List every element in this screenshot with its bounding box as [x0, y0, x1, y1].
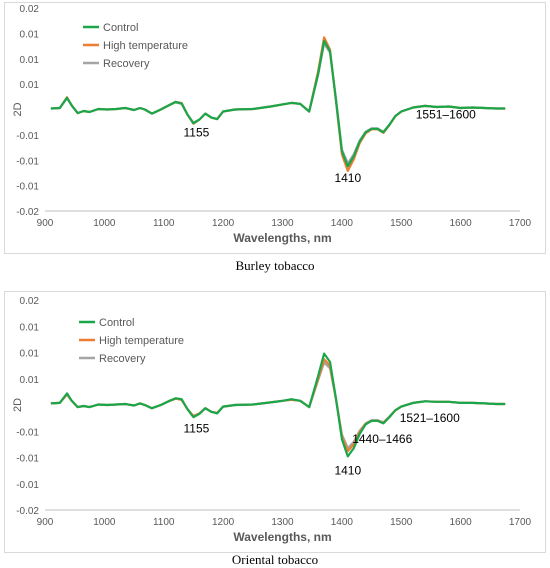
y-tick-label: -0.02: [16, 207, 39, 218]
legend-label: Control: [99, 317, 134, 329]
x-tick-label: 1300: [271, 517, 294, 528]
x-tick-label: 1500: [390, 218, 413, 229]
y-tick-label: 0.01: [20, 349, 40, 360]
series-line-control: [50, 39, 506, 168]
y-axis-title: 2D: [12, 398, 24, 412]
x-tick-label: 900: [37, 517, 54, 528]
chart-oriental-svg: -0.02 -0.01 -0.01 -0.01 0.01 0.01 0.01 0.02 900 1…: [12, 296, 532, 544]
chart-panel-burley: -0.02 -0.01 -0.01 -0.01 0.01 0.01 0.01 0.02 900 1…: [4, 2, 546, 254]
x-tick-label: 1100: [153, 218, 175, 229]
annotation-label: 1410: [334, 464, 361, 478]
legend-label: High temperature: [99, 335, 184, 347]
chart-panel-oriental: -0.02 -0.01 -0.01 -0.01 0.01 0.01 0.01 0.02 900 1…: [4, 291, 546, 553]
y-tick-label: 0.01: [20, 80, 40, 91]
y-tick-label: 0.01: [20, 29, 40, 40]
x-axis-title: Wavelengths, nm: [233, 530, 331, 544]
y-tick-label: -0.01: [16, 131, 39, 142]
x-tick-label: 1100: [153, 517, 175, 528]
x-tick-label: 1600: [450, 517, 473, 528]
y-tick-label: -0.02: [16, 506, 39, 517]
chart-burley-svg: -0.02 -0.01 -0.01 -0.01 0.01 0.01 0.01 0.02 900 1…: [12, 4, 532, 245]
y-tick-label: 0.02: [20, 4, 40, 15]
x-axis-title: Wavelengths, nm: [233, 231, 331, 245]
legend-label: Recovery: [103, 58, 150, 70]
x-tick-label: 1300: [271, 218, 294, 229]
x-tick-label: 900: [37, 218, 54, 229]
x-tick-label: 1000: [93, 517, 116, 528]
chart-caption-burley: Burley tobacco: [235, 258, 315, 273]
annotation-label: 1440–1466: [352, 432, 412, 446]
y-tick-label: -0.01: [16, 156, 39, 167]
annotation-label: 1410: [334, 171, 361, 185]
x-tick-label: 1400: [331, 218, 354, 229]
legend-label: High temperature: [103, 40, 188, 52]
y-tick-label: -0.01: [16, 182, 39, 193]
x-tick-label: 1400: [331, 517, 354, 528]
y-tick-label: -0.01: [16, 454, 39, 465]
y-tick-label: -0.01: [16, 480, 39, 491]
x-tick-label: 1200: [212, 517, 235, 528]
series-line-control: [50, 352, 506, 458]
x-tick-label: 1000: [93, 218, 116, 229]
y-tick-label: 0.02: [20, 296, 40, 307]
x-tick-label: 1600: [450, 218, 473, 229]
x-tick-label: 1200: [212, 218, 235, 229]
y-tick-label: 0.01: [20, 322, 40, 333]
annotation-label: 1155: [184, 422, 210, 436]
x-tick-label: 1700: [509, 218, 532, 229]
annotation-label: 1551–1600: [416, 108, 476, 122]
legend-label: Control: [103, 22, 138, 34]
legend-label: Recovery: [99, 353, 146, 365]
chart-caption-oriental: Oriental tobacco: [231, 552, 319, 567]
y-tick-label: 0.01: [20, 375, 40, 386]
y-tick-label: 0.01: [20, 55, 40, 66]
x-tick-label: 1500: [390, 517, 413, 528]
y-axis-title: 2D: [12, 102, 24, 116]
annotation-label: 1521–1600: [400, 411, 460, 425]
x-tick-label: 1700: [509, 517, 532, 528]
y-tick-label: -0.01: [16, 427, 39, 438]
annotation-label: 1155: [184, 125, 210, 139]
